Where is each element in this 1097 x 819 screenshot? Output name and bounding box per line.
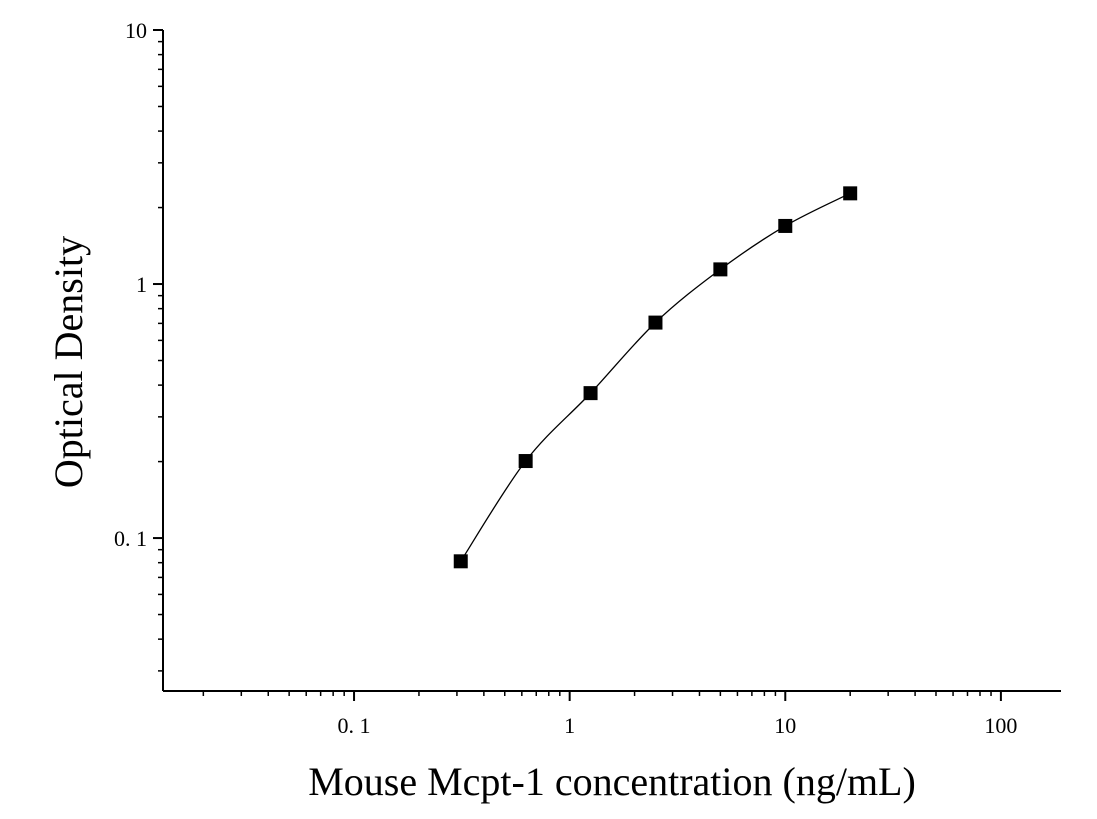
data-point-marker (648, 315, 663, 330)
y-axis-tick-labels: 0. 1 1 10 (114, 18, 147, 551)
data-point-marker (843, 186, 858, 201)
data-point-marker (713, 262, 728, 277)
data-markers (453, 186, 858, 569)
data-point-marker (583, 386, 598, 401)
x-tick-label: 100 (984, 713, 1017, 738)
y-axis-title: Optical Density (46, 236, 91, 488)
x-tick-label: 1 (564, 713, 575, 738)
plot-area: 0. 1 1 10 100 0. 1 1 10 (114, 18, 1061, 738)
x-tick-label: 10 (774, 713, 796, 738)
data-point-marker (518, 454, 533, 469)
x-axis-title: Mouse Mcpt-1 concentration (ng/mL) (308, 759, 916, 804)
y-axis-ticks (153, 29, 163, 672)
y-tick-label: 1 (136, 272, 147, 297)
data-point-marker (778, 218, 793, 233)
y-tick-label: 10 (125, 18, 147, 43)
y-tick-label: 0. 1 (114, 526, 147, 551)
data-point-marker (453, 554, 468, 569)
x-tick-label: 0. 1 (338, 713, 371, 738)
fit-curve (460, 192, 851, 562)
x-axis-ticks (202, 691, 1002, 701)
x-axis-tick-labels: 0. 1 1 10 100 (338, 713, 1018, 738)
